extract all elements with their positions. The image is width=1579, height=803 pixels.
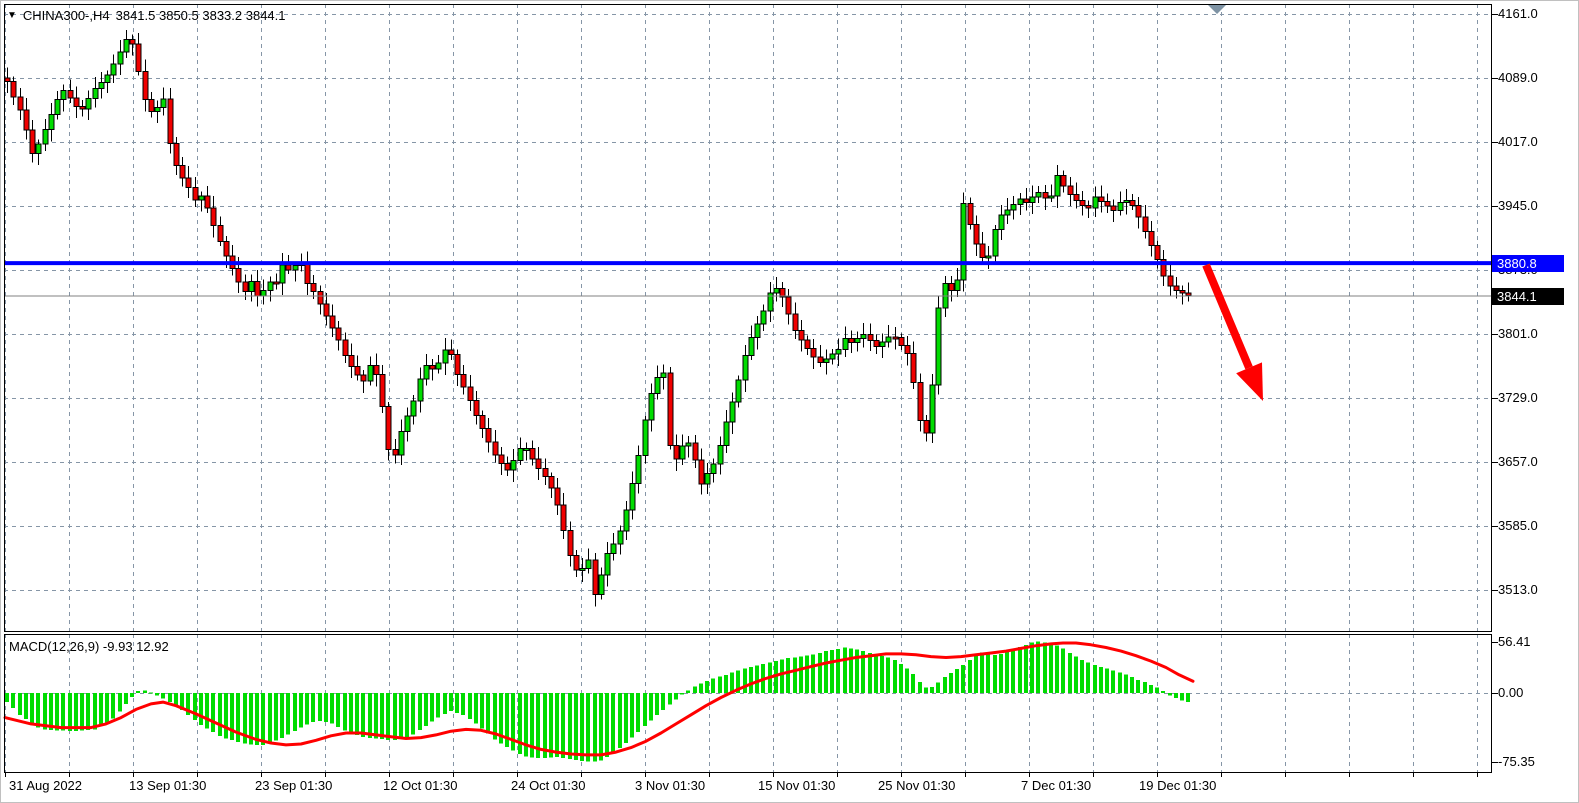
time-tick-label: 7 Dec 01:30	[1021, 778, 1092, 793]
macd-indicator-label: MACD(12,26,9) -9.93 12.92	[9, 639, 169, 654]
time-tick-label: 13 Sep 01:30	[129, 778, 207, 793]
time-tick-label: 24 Oct 01:30	[511, 778, 586, 793]
time-tick-label: 3 Nov 01:30	[635, 778, 706, 793]
price-tick-label: 4017.0	[1498, 134, 1538, 149]
time-tick-label: 19 Dec 01:30	[1139, 778, 1217, 793]
symbol-dropdown-icon[interactable]: ▼	[7, 9, 17, 21]
macd-tick-label: -75.35	[1498, 754, 1535, 769]
macd-panel-frame	[4, 634, 1492, 773]
price-tick-label: 3585.0	[1498, 518, 1538, 533]
macd-tick-label: 0.00	[1498, 685, 1524, 700]
ohlc-quote: 3841.5 3850.5 3833.2 3844.1	[115, 8, 286, 23]
time-tick-label: 31 Aug 2022	[9, 778, 83, 793]
chart-title: ▼ CHINA300-,H4 3841.5 3850.5 3833.2 3844…	[7, 8, 286, 23]
price-tick-label: 4089.0	[1498, 70, 1538, 85]
trend-arrow[interactable]	[1202, 263, 1263, 401]
grid-lines	[4, 4, 1491, 772]
price-tick-label: 3729.0	[1498, 390, 1538, 405]
price-tick-label: 3945.0	[1498, 198, 1538, 213]
symbol-period-label: CHINA300-,H4	[22, 8, 110, 23]
hline-price-badge: 3880.8	[1492, 255, 1564, 273]
macd-signal-line	[3, 641, 1195, 757]
price-tick-label: 3657.0	[1498, 454, 1538, 469]
main-panel-frame	[4, 4, 1492, 632]
time-tick-label: 25 Nov 01:30	[878, 778, 956, 793]
price-tick-label: 4161.0	[1498, 6, 1538, 21]
macd-histogram	[5, 641, 1190, 762]
last-price-badge: 3844.1	[1492, 287, 1564, 305]
candles	[4, 30, 1192, 607]
price-tick-label: 3513.0	[1498, 582, 1538, 597]
time-tick-label: 12 Oct 01:30	[383, 778, 458, 793]
panel-frames	[4, 4, 1498, 777]
time-tick-label: 23 Sep 01:30	[255, 778, 333, 793]
price-tick-label: 3801.0	[1498, 326, 1538, 341]
chart-shift-marker-icon[interactable]	[1208, 5, 1226, 14]
time-tick-label: 15 Nov 01:30	[758, 778, 836, 793]
macd-tick-label: 56.41	[1498, 634, 1531, 649]
